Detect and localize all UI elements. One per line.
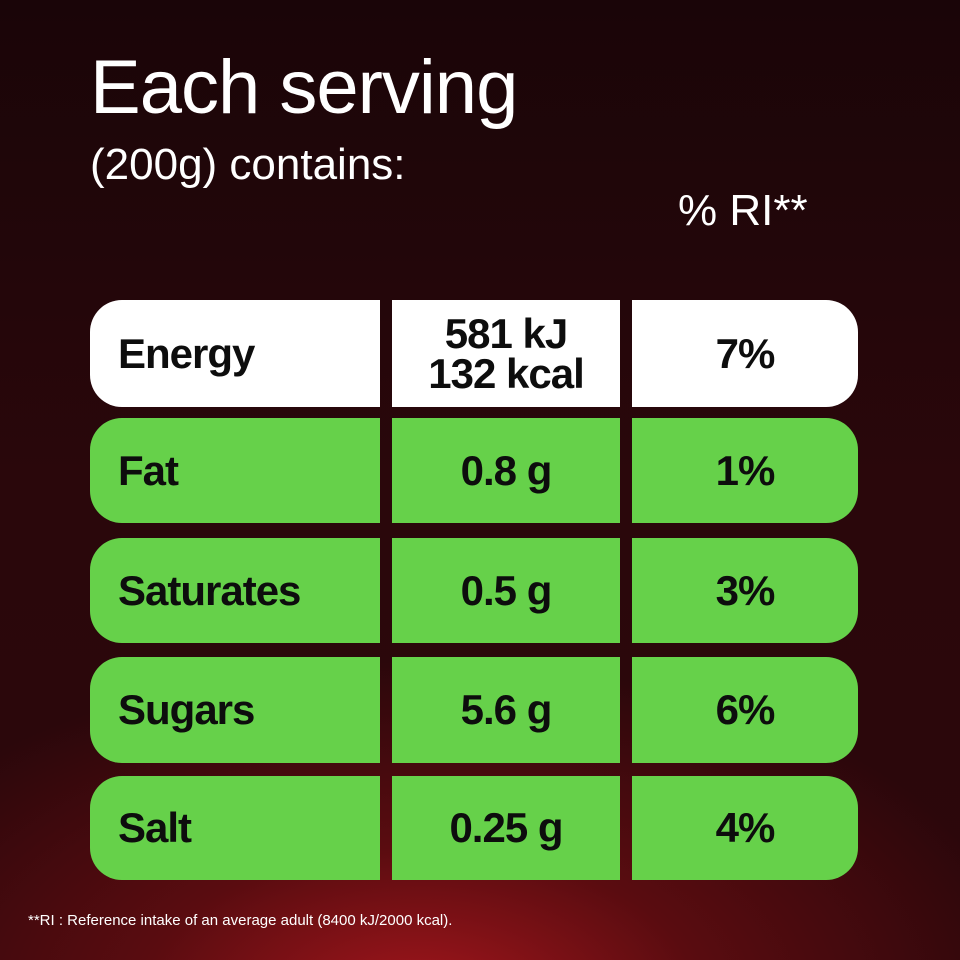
nutrient-row: Energy 581 kJ 132 kcal 7% [90,300,858,407]
amount-cell: 0.25 g [392,776,620,880]
ri-percent: 6% [632,657,858,763]
nutrient-row: Sugars 5.6 g 6% [90,657,858,763]
nutrient-label: Saturates [90,538,380,643]
amount-text: 132 kcal [428,349,584,397]
amount-cell: 581 kJ 132 kcal [392,300,620,407]
ri-percent: 4% [632,776,858,880]
ri-percent: 1% [632,418,858,523]
amount-cell: 0.5 g [392,538,620,643]
nutrient-row: Salt 0.25 g 4% [90,776,858,880]
nutrient-row: Fat 0.8 g 1% [90,418,858,523]
ri-percent: 7% [632,300,858,407]
amount-text: 581 kJ [444,309,568,357]
amount-text: 0.25 g [449,804,563,851]
nutrient-label: Salt [90,776,380,880]
nutrient-label: Energy [90,300,380,407]
amount-cell: 5.6 g [392,657,620,763]
ri-percent: 3% [632,538,858,643]
nutrient-row: Saturates 0.5 g 3% [90,538,858,643]
amount-cell: 0.8 g [392,418,620,523]
ri-header: % RI** [678,186,808,235]
amount-text: 0.8 g [460,446,553,494]
amount-text: 5.6 g [460,686,553,733]
nutrient-label: Fat [90,418,380,523]
nutrient-label: Sugars [90,657,380,763]
subtitle: (200g) contains: [90,140,406,189]
footnote: **RI : Reference intake of an average ad… [28,912,453,929]
title: Each serving [90,45,518,130]
amount-text: 0.5 g [460,566,553,614]
